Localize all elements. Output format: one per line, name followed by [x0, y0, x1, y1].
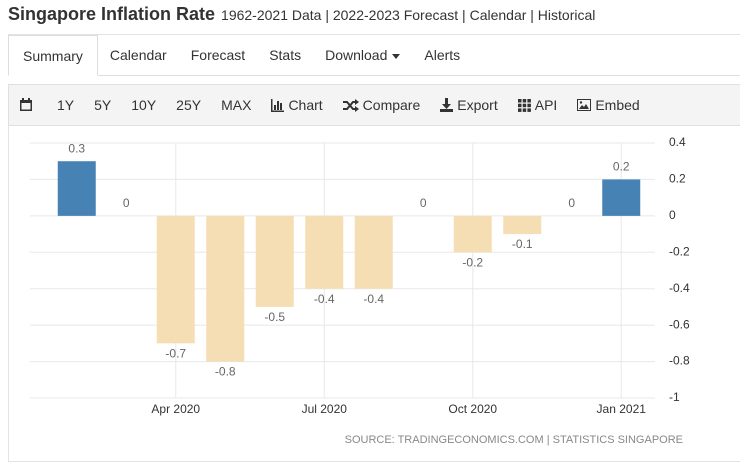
- icon: [271, 98, 285, 112]
- compare-button[interactable]: Compare: [333, 97, 431, 113]
- tab-label: Calendar: [109, 47, 167, 63]
- bar: [305, 215, 344, 289]
- value-label: -0.5: [264, 310, 285, 324]
- bar: [354, 215, 393, 289]
- bar: [57, 161, 96, 216]
- y-tick-label: -1: [669, 390, 680, 404]
- y-tick-label: -0.8: [669, 354, 690, 368]
- icon: [342, 98, 359, 112]
- button-label: Compare: [362, 97, 421, 113]
- value-label: 0: [568, 196, 575, 210]
- range-button[interactable]: 10Y: [131, 97, 157, 113]
- bar: [453, 215, 492, 253]
- value-label: -0.4: [314, 292, 335, 306]
- button-label: Embed: [595, 97, 640, 113]
- x-tick-label: Apr 2020: [151, 402, 200, 416]
- page-subtitle: 1962-2021 Data | 2022-2023 Forecast | Ca…: [221, 7, 596, 23]
- range-button[interactable]: 5Y: [94, 97, 112, 113]
- bar: [255, 215, 294, 307]
- tab[interactable]: Summary: [8, 35, 98, 76]
- value-label: -0.8: [215, 365, 236, 379]
- value-label: 0: [123, 196, 130, 210]
- tab[interactable]: Forecast: [179, 35, 257, 75]
- tab[interactable]: Download: [313, 35, 412, 75]
- y-tick-label: -0.4: [669, 281, 690, 295]
- y-tick-label: 0.2: [669, 172, 686, 186]
- source-note: SOURCE: TRADINGECONOMICS.COM | STATISTIC…: [345, 434, 683, 446]
- y-tick-label: -0.6: [669, 317, 690, 331]
- toolbar: 1Y 5Y 10Y 25Y MAX Chart Compare Export A…: [8, 84, 740, 126]
- y-tick-label: -0.2: [669, 244, 690, 258]
- value-label: 0.3: [68, 141, 85, 155]
- bar: [503, 215, 542, 235]
- value-label: -0.2: [462, 255, 483, 269]
- tab-bar: Summary Calendar Forecast Stats Download…: [8, 34, 740, 76]
- tab-label: Summary: [23, 48, 83, 64]
- y-tick-label: 0: [669, 208, 676, 222]
- range-button[interactable]: 1Y: [57, 97, 75, 113]
- chart-button[interactable]: Chart: [261, 97, 332, 113]
- x-tick-label: Oct 2020: [448, 402, 497, 416]
- api-button[interactable]: API: [508, 97, 568, 113]
- y-tick-label: 0.4: [669, 135, 686, 149]
- bar: [602, 179, 641, 216]
- x-tick-label: Jan 2021: [597, 402, 647, 416]
- bar: [206, 215, 245, 362]
- value-label: -0.7: [165, 347, 186, 361]
- caret: [392, 53, 401, 59]
- tab[interactable]: Stats: [257, 35, 313, 75]
- value-label: -0.1: [512, 237, 533, 251]
- button-label: Export: [457, 97, 498, 113]
- chart: 0.4 0.2 0 -0.2 -0.4 -0.6 -0.8 -1 Apr 2020 Jul 202…: [30, 135, 690, 446]
- calendar-icon: [20, 98, 32, 111]
- embed-button[interactable]: Embed: [567, 97, 649, 113]
- page-title: Singapore Inflation Rate: [8, 4, 216, 24]
- chart-frame: [8, 125, 740, 462]
- export-button[interactable]: Export: [430, 97, 507, 113]
- button-label: API: [534, 97, 558, 113]
- tab[interactable]: Calendar: [98, 35, 179, 75]
- range-button[interactable]: 25Y: [176, 97, 202, 113]
- tab-label: Stats: [269, 47, 302, 63]
- tab-label: Forecast: [190, 47, 246, 63]
- x-tick-label: Jul 2020: [302, 402, 348, 416]
- icon: [517, 98, 531, 112]
- icon: [440, 98, 454, 112]
- icon: [577, 99, 592, 111]
- value-label: 0: [420, 196, 427, 210]
- button-label: Chart: [288, 97, 323, 113]
- tab-label: Download: [325, 47, 388, 63]
- range-button[interactable]: MAX: [221, 97, 252, 113]
- header: Singapore Inflation Rate 1962-2021 Data |…: [8, 4, 595, 25]
- calendar-button[interactable]: [9, 98, 47, 112]
- tab[interactable]: Alerts: [412, 35, 472, 75]
- value-label: -0.4: [363, 292, 384, 306]
- tab-label: Alerts: [424, 47, 461, 63]
- bar: [156, 215, 195, 344]
- value-label: 0.2: [613, 160, 630, 174]
